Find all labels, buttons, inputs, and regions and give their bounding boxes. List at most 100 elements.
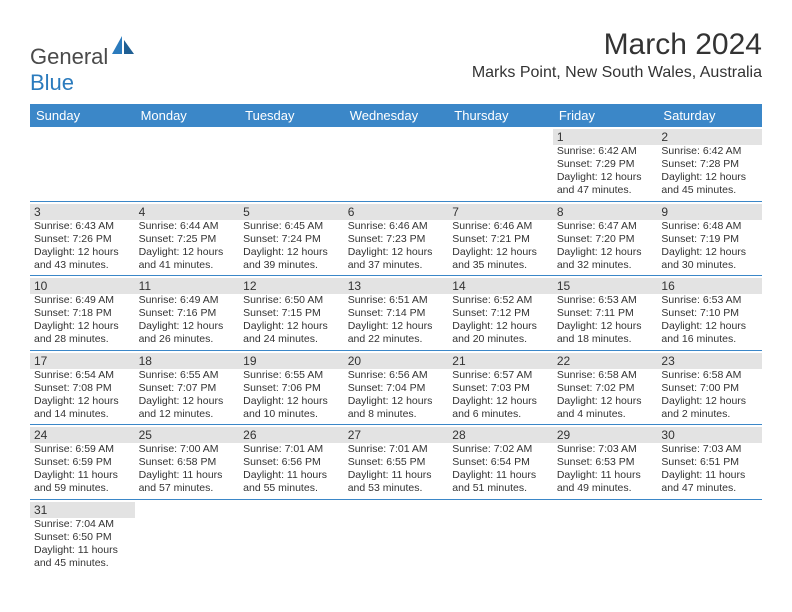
sunrise-line: Sunrise: 6:49 AM — [34, 294, 131, 307]
sunrise-line: Sunrise: 6:46 AM — [452, 220, 549, 233]
day-number: 25 — [135, 427, 240, 443]
sunrise-line: Sunrise: 6:55 AM — [139, 369, 236, 382]
daylight-line: Daylight: 12 hours and 12 minutes. — [139, 395, 236, 421]
calendar-day: 3Sunrise: 6:43 AMSunset: 7:26 PMDaylight… — [30, 202, 135, 276]
calendar-day: 18Sunrise: 6:55 AMSunset: 7:07 PMDayligh… — [135, 351, 240, 425]
calendar-day: 8Sunrise: 6:47 AMSunset: 7:20 PMDaylight… — [553, 202, 658, 276]
sunset-line: Sunset: 7:08 PM — [34, 382, 131, 395]
sunset-line: Sunset: 7:07 PM — [139, 382, 236, 395]
sunrise-line: Sunrise: 6:47 AM — [557, 220, 654, 233]
calendar-empty-cell — [448, 500, 553, 574]
day-number: 24 — [30, 427, 135, 443]
daylight-line: Daylight: 12 hours and 14 minutes. — [34, 395, 131, 421]
sunset-line: Sunset: 7:10 PM — [661, 307, 758, 320]
sunrise-line: Sunrise: 7:01 AM — [348, 443, 445, 456]
sunrise-line: Sunrise: 6:42 AM — [557, 145, 654, 158]
sunrise-line: Sunrise: 7:03 AM — [661, 443, 758, 456]
sunset-line: Sunset: 7:16 PM — [139, 307, 236, 320]
day-number: 4 — [135, 204, 240, 220]
calendar-day: 11Sunrise: 6:49 AMSunset: 7:16 PMDayligh… — [135, 276, 240, 350]
daylight-line: Daylight: 12 hours and 37 minutes. — [348, 246, 445, 272]
calendar-day: 6Sunrise: 6:46 AMSunset: 7:23 PMDaylight… — [344, 202, 449, 276]
calendar-day: 29Sunrise: 7:03 AMSunset: 6:53 PMDayligh… — [553, 425, 658, 499]
calendar-day: 19Sunrise: 6:55 AMSunset: 7:06 PMDayligh… — [239, 351, 344, 425]
location-subtitle: Marks Point, New South Wales, Australia — [472, 64, 762, 82]
day-header: Sunday — [30, 104, 135, 127]
calendar-day: 14Sunrise: 6:52 AMSunset: 7:12 PMDayligh… — [448, 276, 553, 350]
day-header: Thursday — [448, 104, 553, 127]
day-number: 3 — [30, 204, 135, 220]
day-number: 10 — [30, 278, 135, 294]
sunset-line: Sunset: 7:04 PM — [348, 382, 445, 395]
day-number: 31 — [30, 502, 135, 518]
daylight-line: Daylight: 11 hours and 51 minutes. — [452, 469, 549, 495]
daylight-line: Daylight: 12 hours and 45 minutes. — [661, 171, 758, 197]
sunset-line: Sunset: 6:51 PM — [661, 456, 758, 469]
sunrise-line: Sunrise: 6:46 AM — [348, 220, 445, 233]
calendar-empty-cell — [135, 500, 240, 574]
daylight-line: Daylight: 12 hours and 47 minutes. — [557, 171, 654, 197]
calendar-day: 9Sunrise: 6:48 AMSunset: 7:19 PMDaylight… — [657, 202, 762, 276]
day-number: 17 — [30, 353, 135, 369]
daylight-line: Daylight: 12 hours and 2 minutes. — [661, 395, 758, 421]
calendar-day: 10Sunrise: 6:49 AMSunset: 7:18 PMDayligh… — [30, 276, 135, 350]
daylight-line: Daylight: 12 hours and 20 minutes. — [452, 320, 549, 346]
sunset-line: Sunset: 7:12 PM — [452, 307, 549, 320]
sunset-line: Sunset: 7:23 PM — [348, 233, 445, 246]
day-number: 23 — [657, 353, 762, 369]
day-header: Tuesday — [239, 104, 344, 127]
logo: GeneralBlue — [30, 34, 136, 96]
sunrise-line: Sunrise: 6:57 AM — [452, 369, 549, 382]
day-number: 14 — [448, 278, 553, 294]
sunrise-line: Sunrise: 6:51 AM — [348, 294, 445, 307]
daylight-line: Daylight: 11 hours and 59 minutes. — [34, 469, 131, 495]
day-header: Saturday — [657, 104, 762, 127]
calendar-empty-cell — [239, 127, 344, 201]
sunset-line: Sunset: 7:24 PM — [243, 233, 340, 246]
day-number: 11 — [135, 278, 240, 294]
sail-icon — [110, 34, 136, 56]
sunrise-line: Sunrise: 7:01 AM — [243, 443, 340, 456]
calendar-day: 15Sunrise: 6:53 AMSunset: 7:11 PMDayligh… — [553, 276, 658, 350]
sunset-line: Sunset: 7:29 PM — [557, 158, 654, 171]
daylight-line: Daylight: 12 hours and 8 minutes. — [348, 395, 445, 421]
sunset-line: Sunset: 7:20 PM — [557, 233, 654, 246]
sunrise-line: Sunrise: 6:42 AM — [661, 145, 758, 158]
calendar-week: 24Sunrise: 6:59 AMSunset: 6:59 PMDayligh… — [30, 425, 762, 500]
day-number: 20 — [344, 353, 449, 369]
calendar-empty-cell — [344, 500, 449, 574]
calendar-day: 22Sunrise: 6:58 AMSunset: 7:02 PMDayligh… — [553, 351, 658, 425]
daylight-line: Daylight: 12 hours and 39 minutes. — [243, 246, 340, 272]
day-number: 1 — [553, 129, 658, 145]
calendar-week: 17Sunrise: 6:54 AMSunset: 7:08 PMDayligh… — [30, 351, 762, 426]
day-number: 5 — [239, 204, 344, 220]
calendar-day: 5Sunrise: 6:45 AMSunset: 7:24 PMDaylight… — [239, 202, 344, 276]
sunset-line: Sunset: 7:03 PM — [452, 382, 549, 395]
day-number: 15 — [553, 278, 658, 294]
sunrise-line: Sunrise: 6:50 AM — [243, 294, 340, 307]
day-number: 18 — [135, 353, 240, 369]
daylight-line: Daylight: 12 hours and 22 minutes. — [348, 320, 445, 346]
calendar-day: 16Sunrise: 6:53 AMSunset: 7:10 PMDayligh… — [657, 276, 762, 350]
sunrise-line: Sunrise: 7:00 AM — [139, 443, 236, 456]
day-number: 30 — [657, 427, 762, 443]
daylight-line: Daylight: 12 hours and 41 minutes. — [139, 246, 236, 272]
calendar-empty-cell — [553, 500, 658, 574]
calendar-empty-cell — [135, 127, 240, 201]
sunrise-line: Sunrise: 6:58 AM — [557, 369, 654, 382]
day-number: 28 — [448, 427, 553, 443]
daylight-line: Daylight: 12 hours and 10 minutes. — [243, 395, 340, 421]
daylight-line: Daylight: 12 hours and 32 minutes. — [557, 246, 654, 272]
day-number: 13 — [344, 278, 449, 294]
day-number: 9 — [657, 204, 762, 220]
sunrise-line: Sunrise: 6:58 AM — [661, 369, 758, 382]
day-number: 6 — [344, 204, 449, 220]
sunrise-line: Sunrise: 6:49 AM — [139, 294, 236, 307]
calendar-day: 25Sunrise: 7:00 AMSunset: 6:58 PMDayligh… — [135, 425, 240, 499]
calendar-day: 2Sunrise: 6:42 AMSunset: 7:28 PMDaylight… — [657, 127, 762, 201]
sunrise-line: Sunrise: 6:43 AM — [34, 220, 131, 233]
sunset-line: Sunset: 7:28 PM — [661, 158, 758, 171]
sunset-line: Sunset: 6:50 PM — [34, 531, 131, 544]
daylight-line: Daylight: 12 hours and 35 minutes. — [452, 246, 549, 272]
daylight-line: Daylight: 12 hours and 18 minutes. — [557, 320, 654, 346]
